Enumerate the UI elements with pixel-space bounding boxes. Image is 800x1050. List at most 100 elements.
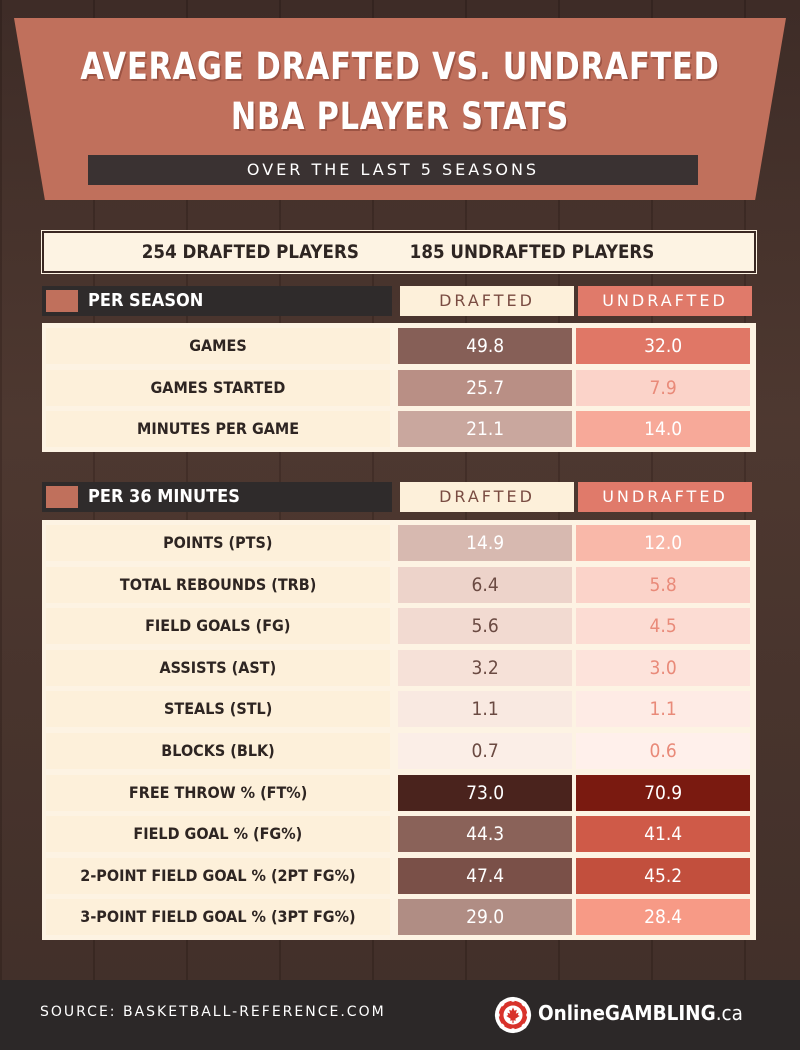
brand-tld: .ca [715, 1001, 743, 1025]
undrafted-count: 185 UNDRAFTED PLAYERS [409, 241, 655, 263]
value-drafted: 6.4 [398, 566, 572, 603]
stat-label-text: MINUTES PER GAME [136, 419, 300, 439]
value-undrafted-text: 3.0 [649, 656, 677, 679]
value-drafted: 3.2 [398, 649, 572, 686]
stat-label-text: BLOCKS (BLK) [161, 741, 275, 760]
title-line-2: NBA PLAYER STATS [230, 95, 570, 138]
value-undrafted-text: 12.0 [643, 532, 683, 554]
stat-label: MINUTES PER GAME [46, 411, 390, 448]
stat-label-text: STEALS (STL) [163, 699, 273, 719]
table-row: MINUTES PER GAME 21.1 14.0 [42, 409, 756, 449]
section-title: PER 36 MINUTES [88, 486, 240, 507]
section-swatch [46, 486, 78, 508]
value-undrafted: 7.9 [576, 369, 750, 406]
value-drafted: 14.9 [398, 525, 572, 561]
section-title: PER SEASON [88, 290, 204, 311]
value-drafted-text: 73.0 [465, 781, 505, 804]
value-drafted: 44.3 [398, 816, 572, 853]
value-drafted: 29.0 [398, 899, 572, 936]
stat-label-text: 3-POINT FIELD GOAL % (3PT FG%) [80, 907, 356, 927]
source-text: SOURCE: BASKETBALL-REFERENCE.COM [40, 1004, 386, 1020]
stat-label: STEALS (STL) [46, 691, 390, 728]
value-undrafted-text: 70.9 [643, 781, 683, 804]
stat-label-text: FREE THROW % (FT%) [128, 782, 308, 802]
section-label-bar: PER SEASON [42, 286, 392, 316]
table-row: TOTAL REBOUNDS (TRB) 6.4 5.8 [42, 565, 756, 605]
brand-name: OnlineGAMBLING.ca [538, 1001, 743, 1025]
page-title: AVERAGE DRAFTED VS. UNDRAFTED NBA PLAYER… [72, 42, 728, 142]
poker-chip-icon [494, 996, 532, 1034]
value-undrafted: 3.0 [576, 649, 750, 686]
section-header-per-season: PER SEASON DRAFTED UNDRAFTED [42, 286, 756, 316]
section-swatch [46, 290, 78, 312]
value-undrafted: 5.8 [576, 566, 750, 603]
stat-label: FIELD GOALS (FG) [46, 608, 390, 645]
value-undrafted-text: 41.4 [643, 823, 683, 846]
table-per-36-minutes: POINTS (PTS) 14.9 12.0 TOTAL REBOUNDS (TRB)… [42, 520, 756, 940]
value-drafted-text: 21.1 [465, 418, 505, 441]
table-row: 2-POINT FIELD GOAL % (2PT FG%) 47.4 45.2 [42, 856, 756, 896]
value-drafted-text: 47.4 [465, 864, 505, 887]
brand-main: OnlineGAMBLING [538, 1001, 716, 1025]
column-header-undrafted: UNDRAFTED [578, 286, 752, 316]
value-drafted: 49.8 [398, 328, 572, 364]
value-drafted-text: 25.7 [465, 376, 505, 399]
stat-label-text: GAMES [189, 336, 247, 355]
value-undrafted: 70.9 [576, 774, 750, 811]
stat-label-text: ASSISTS (AST) [159, 657, 277, 677]
value-drafted-text: 0.7 [471, 740, 499, 762]
stat-label: BLOCKS (BLK) [46, 733, 390, 769]
stat-label: TOTAL REBOUNDS (TRB) [46, 566, 390, 603]
value-undrafted: 0.6 [576, 733, 750, 769]
stat-label-text: POINTS (PTS) [163, 533, 273, 552]
stat-label-text: 2-POINT FIELD GOAL % (2PT FG%) [80, 865, 356, 885]
value-undrafted-text: 14.0 [643, 418, 683, 441]
stat-label: FREE THROW % (FT%) [46, 774, 390, 811]
value-drafted-text: 14.9 [465, 532, 505, 554]
table-row: STEALS (STL) 1.1 1.1 [42, 689, 756, 729]
table-row: POINTS (PTS) 14.9 12.0 [42, 523, 756, 563]
column-header-drafted: DRAFTED [400, 482, 574, 512]
column-header-undrafted: UNDRAFTED [578, 482, 752, 512]
value-drafted-text: 29.0 [465, 906, 505, 929]
table-per-season: GAMES 49.8 32.0 GAMES STARTED 25.7 7.9 MINUTES… [42, 323, 756, 452]
value-drafted: 5.6 [398, 608, 572, 645]
stat-label: POINTS (PTS) [46, 525, 390, 561]
stat-label: GAMES [46, 328, 390, 364]
stat-label: GAMES STARTED [46, 369, 390, 406]
value-undrafted: 1.1 [576, 691, 750, 728]
value-drafted-text: 5.6 [471, 615, 499, 638]
stat-label: 2-POINT FIELD GOAL % (2PT FG%) [46, 857, 390, 894]
stat-label-text: GAMES STARTED [150, 377, 286, 397]
value-drafted: 25.7 [398, 369, 572, 406]
drafted-count: 254 DRAFTED PLAYERS [141, 241, 359, 263]
value-undrafted: 28.4 [576, 899, 750, 936]
value-drafted-text: 3.2 [471, 656, 499, 679]
value-undrafted-text: 4.5 [649, 615, 677, 638]
value-drafted: 1.1 [398, 691, 572, 728]
value-drafted-text: 1.1 [471, 698, 499, 721]
value-drafted-text: 49.8 [465, 335, 505, 357]
value-undrafted-text: 7.9 [649, 376, 677, 399]
value-drafted-text: 44.3 [465, 823, 505, 846]
table-row: FIELD GOALS (FG) 5.6 4.5 [42, 606, 756, 646]
section-label-bar: PER 36 MINUTES [42, 482, 392, 512]
stat-label-text: TOTAL REBOUNDS (TRB) [119, 574, 317, 594]
value-undrafted-text: 32.0 [643, 335, 683, 357]
table-row: FREE THROW % (FT%) 73.0 70.9 [42, 773, 756, 813]
stat-label: ASSISTS (AST) [46, 649, 390, 686]
value-drafted: 47.4 [398, 857, 572, 894]
section-header-per-36: PER 36 MINUTES DRAFTED UNDRAFTED [42, 482, 756, 512]
stat-label: 3-POINT FIELD GOAL % (3PT FG%) [46, 899, 390, 936]
table-row: ASSISTS (AST) 3.2 3.0 [42, 648, 756, 688]
table-row: 3-POINT FIELD GOAL % (3PT FG%) 29.0 28.4 [42, 897, 756, 937]
table-row: GAMES STARTED 25.7 7.9 [42, 368, 756, 408]
value-drafted-text: 6.4 [471, 573, 499, 596]
value-undrafted-text: 28.4 [643, 906, 683, 929]
value-undrafted: 32.0 [576, 328, 750, 364]
value-undrafted-text: 1.1 [649, 698, 677, 721]
stat-label-text: FIELD GOALS (FG) [145, 616, 291, 636]
stat-label-text: FIELD GOAL % (FG%) [133, 824, 303, 844]
footer: SOURCE: BASKETBALL-REFERENCE.COM OnlineG… [0, 980, 800, 1050]
value-undrafted-text: 45.2 [643, 864, 683, 887]
